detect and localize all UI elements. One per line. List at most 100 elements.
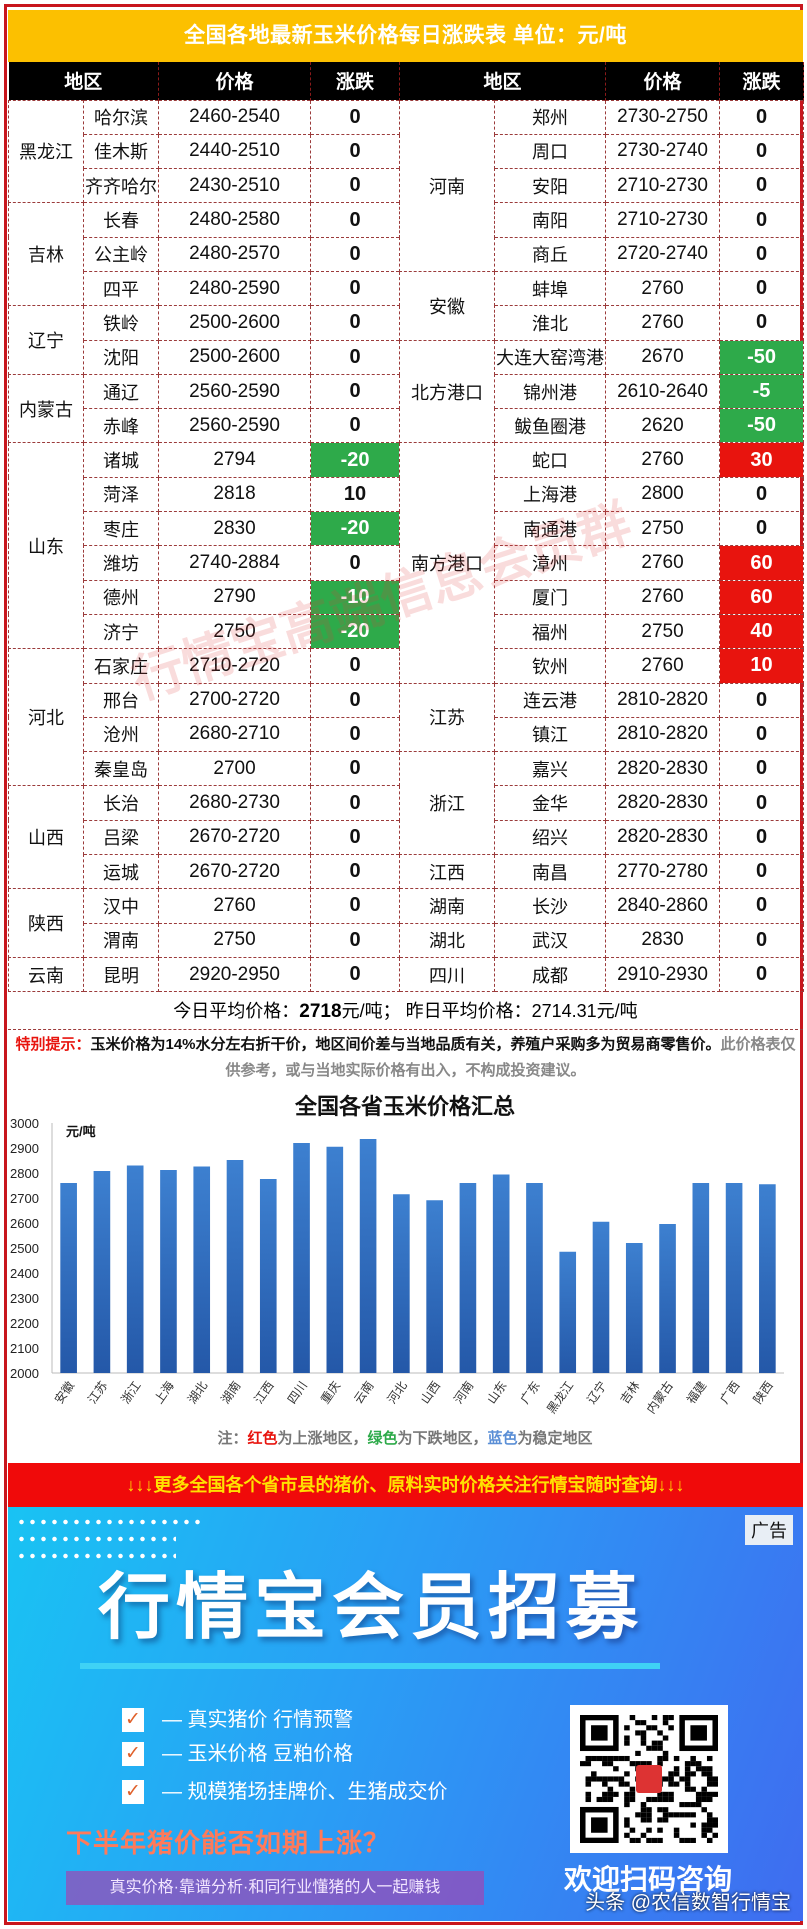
change-cell: 0 <box>719 305 805 341</box>
today-label: 今日平均价格： <box>173 1001 300 1021</box>
table-row: 菏泽 2818 10 上海港 2800 0 <box>9 476 805 513</box>
chart-title: 全国各省玉米价格汇总 <box>294 1094 515 1119</box>
price-cell: 2810-2820 <box>605 682 721 718</box>
qr-code-image <box>580 1715 718 1843</box>
price-cell: 2700 <box>158 751 312 787</box>
province-cell: 南方港口 <box>399 442 496 684</box>
city-cell: 长春 <box>82 202 160 238</box>
province-cell: 安徽 <box>399 270 496 341</box>
city-cell: 渭南 <box>82 922 160 958</box>
price-cell: 2760 <box>605 305 721 341</box>
table-row: 佳木斯 2440-2510 0 周口 2730-2740 0 <box>9 133 805 170</box>
city-cell: 吕梁 <box>82 819 160 856</box>
price-cell: 2670 <box>605 339 721 375</box>
x-tick-label: 重庆 <box>318 1379 343 1407</box>
bar-福建 <box>692 1183 710 1373</box>
scan-prompt: 欢迎扫码咨询 <box>564 1864 733 1895</box>
header-price: 价格 <box>158 62 312 100</box>
price-cell: 2700-2720 <box>158 682 312 718</box>
feature-item: ✓ — 真实猪价 行情预警 <box>122 1707 353 1733</box>
price-cell: 2840-2860 <box>605 888 721 924</box>
table-row: 山东 诸城 2794 -20 南方港口 蛇口 2760 30 <box>8 442 805 684</box>
price-cell: 2460-2540 <box>158 99 312 135</box>
bar-陕西 <box>759 1184 776 1373</box>
city-cell: 鲅鱼圈港 <box>494 408 607 444</box>
promo-banner[interactable]: ↓↓↓更多全国各个省市县的猪价、原料实时价格关注行情宝随时查询↓↓↓ <box>8 1463 803 1507</box>
change-cell: 0 <box>719 785 805 821</box>
x-tick-label: 陕西 <box>750 1378 776 1406</box>
table-row: 四平 2480-2590 0 安徽 蚌埠 2760 0 <box>9 270 805 341</box>
dots-decoration <box>16 1519 206 1525</box>
city-cell: 南昌 <box>494 854 607 890</box>
change-cell: 40 <box>719 613 805 650</box>
price-cell: 2730-2750 <box>605 99 721 135</box>
price-table: 地区 价格 涨跌 地区 价格 涨跌 黑龙江 哈尔滨 2460-2540 0 河南 郑州 27… <box>8 62 805 993</box>
x-tick-label: 河北 <box>385 1379 410 1407</box>
city-cell: 沈阳 <box>82 339 160 375</box>
city-cell: 蚌埠 <box>494 270 607 307</box>
qr-code[interactable] <box>570 1705 728 1853</box>
change-cell: 0 <box>310 751 401 787</box>
source-watermark: 头条 @农信数智行情宝 <box>585 1892 791 1914</box>
price-cell: 2440-2510 <box>158 133 312 170</box>
price-cell: 2560-2590 <box>158 373 312 410</box>
province-cell: 湖北 <box>399 922 496 958</box>
table-row: 黑龙江 哈尔滨 2460-2540 0 河南 郑州 2730-2750 0 <box>8 99 805 272</box>
yesterday-label: 昨日平均价格： <box>405 1001 532 1021</box>
table-row: 沧州 2680-2710 0 镇江 2810-2820 0 <box>9 716 805 753</box>
change-cell: 30 <box>719 442 805 478</box>
change-cell: 10 <box>719 648 805 684</box>
price-cell: 2810-2820 <box>605 716 721 753</box>
price-cell: 2818 <box>158 476 312 513</box>
chart-legend-note: 注：红色为上涨地区，绿色为下跌地区，蓝色为稳定地区 <box>217 1429 592 1447</box>
province-cell: 黑龙江 <box>8 99 84 204</box>
city-cell: 郑州 <box>494 99 607 135</box>
x-tick-label: 江苏 <box>85 1379 110 1407</box>
x-tick-label: 福建 <box>683 1378 709 1406</box>
bar-山西 <box>426 1200 443 1373</box>
price-cell: 2760 <box>605 579 721 615</box>
bar-广东 <box>526 1183 543 1373</box>
change-cell: -50 <box>719 339 805 375</box>
x-tick-label: 吉林 <box>617 1379 642 1407</box>
check-icon: ✓ <box>122 1742 144 1766</box>
city-cell: 厦门 <box>494 579 607 615</box>
change-cell: 0 <box>310 408 401 444</box>
city-cell: 商丘 <box>494 236 607 272</box>
y-tick-label: 2400 <box>10 1266 39 1281</box>
city-cell: 安阳 <box>494 168 607 204</box>
x-tick-label: 湖南 <box>217 1378 243 1406</box>
change-cell: -20 <box>310 613 401 650</box>
city-cell: 上海港 <box>494 476 607 513</box>
change-cell: 60 <box>719 545 805 581</box>
city-cell: 金华 <box>494 785 607 821</box>
change-cell: 0 <box>310 888 401 924</box>
note-label: 特别提示： <box>15 1036 91 1053</box>
price-cell: 2760 <box>605 648 721 684</box>
x-tick-label: 湖北 <box>184 1378 210 1406</box>
change-cell: -5 <box>719 373 805 410</box>
table-row: 陕西 汉中 2760 0 湖南 长沙 2840-2860 0 <box>8 888 805 958</box>
header-change: 涨跌 <box>719 62 805 100</box>
price-cell: 2750 <box>158 613 312 650</box>
bar-广西 <box>725 1183 743 1373</box>
price-cell: 2480-2580 <box>158 202 312 238</box>
y-tick-label: 2200 <box>10 1316 39 1331</box>
price-cell: 2760 <box>605 270 721 307</box>
x-tick-label: 广西 <box>717 1379 742 1407</box>
note-blue: 蓝色 <box>488 1429 518 1447</box>
province-cell: 四川 <box>399 956 496 993</box>
city-cell: 德州 <box>82 579 160 615</box>
x-tick-label: 内蒙古 <box>643 1378 676 1416</box>
change-cell: 0 <box>310 956 401 993</box>
price-cell: 2750 <box>605 613 721 650</box>
price-cell: 2760 <box>605 442 721 478</box>
today-value: 2718 <box>299 1001 342 1022</box>
change-cell: 0 <box>719 270 805 307</box>
city-cell: 武汉 <box>494 922 607 958</box>
city-cell: 蛇口 <box>494 442 607 478</box>
price-cell: 2430-2510 <box>158 168 312 204</box>
city-cell: 嘉兴 <box>494 751 607 787</box>
city-cell: 通辽 <box>82 373 160 410</box>
ad-panel[interactable]: 广告 行情宝会员招募 ✓ — 真实猪价 行情预警 ✓ — 玉米价格 豆粕价格 ✓ — … <box>8 1507 803 1921</box>
